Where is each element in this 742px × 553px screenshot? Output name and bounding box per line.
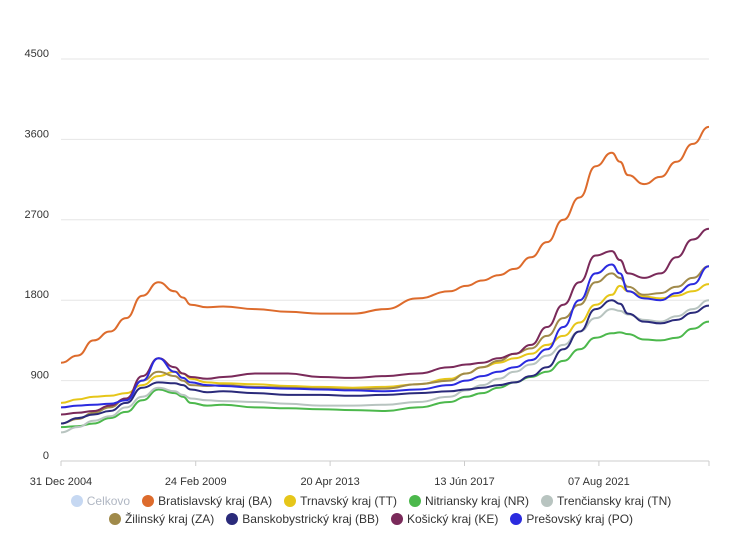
x-tick-label: 31 Dec 2004 (30, 476, 92, 488)
y-tick-label: 2700 (25, 209, 49, 221)
legend-label: Žilinský kraj (ZA) (124, 512, 215, 526)
x-axis-ticks: 31 Dec 2004 24 Feb 2009 20 Apr 2013 13 Jún … (30, 461, 710, 488)
legend-swatch (409, 495, 422, 507)
legend-label: Nitriansky kraj (NR) (425, 494, 530, 508)
legend-label: Trnavský kraj (TT) (300, 494, 398, 508)
series-line-5[interactable] (60, 265, 710, 425)
legend-item[interactable]: Banskobystrický kraj (BB) (226, 512, 379, 526)
legend-item[interactable]: Celkovo (70, 494, 131, 508)
y-tick-label: 3600 (25, 128, 49, 140)
y-tick-label: 1800 (25, 289, 49, 301)
legend-label: Bratislavský kraj (BA) (158, 494, 273, 508)
legend-row-2: Žilinský kraj (ZA) Banskobystrický kraj (… (0, 512, 742, 526)
legend-item[interactable]: Žilinský kraj (ZA) (108, 512, 215, 526)
series-line-8[interactable] (60, 263, 710, 409)
legend-item[interactable]: Trenčiansky kraj (TN) (541, 494, 671, 508)
legend-label: Trenčiansky kraj (TN) (557, 494, 672, 508)
legend-item[interactable]: Košický kraj (KE) (391, 512, 498, 526)
y-tick-label: 4500 (25, 48, 49, 60)
series-line-4[interactable] (60, 299, 710, 434)
legend-swatch (391, 513, 403, 525)
y-axis-ticks: 0 900 1800 2700 3600 4500 (25, 48, 49, 462)
legend-label: Banskobystrický kraj (BB) (242, 512, 379, 526)
legend-label: Košický kraj (KE) (407, 512, 499, 526)
y-tick-label: 900 (31, 370, 49, 382)
legend-item[interactable]: Nitriansky kraj (NR) (409, 494, 529, 508)
legend-item[interactable]: Trnavský kraj (TT) (284, 494, 397, 508)
series-line-3[interactable] (60, 320, 710, 429)
legend-item[interactable]: Prešovský kraj (PO) (510, 512, 633, 526)
legend-swatch (226, 513, 239, 525)
series-lines (60, 125, 710, 434)
series-line-6[interactable] (60, 299, 710, 425)
y-tick-label: 0 (43, 450, 49, 462)
legend-label: Prešovský kraj (PO) (526, 512, 634, 526)
legend-swatch (70, 495, 83, 507)
line-chart: 0 900 1800 2700 3600 4500 31 Dec 2004 24 Feb 2… (25, 48, 710, 488)
x-tick-label: 20 Apr 2013 (300, 476, 359, 488)
series-line-1[interactable] (60, 125, 710, 364)
legend-label: Celkovo (86, 494, 131, 508)
legend-swatch (108, 513, 121, 525)
legend-item[interactable]: Bratislavský kraj (BA) (142, 494, 272, 508)
legend-swatch (510, 513, 523, 525)
legend-row-1: Celkovo Bratislavský kraj (BA) Trnavský kr… (0, 494, 742, 508)
legend-swatch (284, 495, 297, 507)
x-tick-label: 24 Feb 2009 (165, 476, 227, 488)
legend-swatch (541, 495, 554, 507)
series-line-2[interactable] (60, 283, 710, 404)
legend-swatch (142, 495, 155, 507)
x-tick-label: 07 Aug 2021 (568, 476, 630, 488)
gridlines (61, 58, 709, 462)
x-tick-label: 13 Jún 2017 (434, 476, 495, 488)
